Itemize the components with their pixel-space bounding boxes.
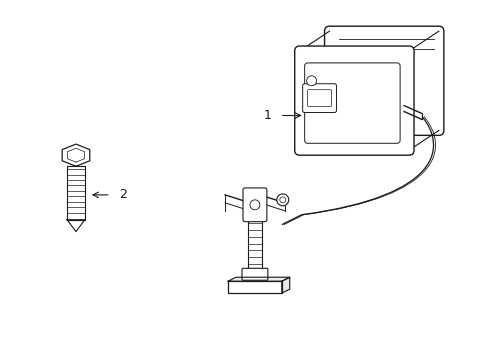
Polygon shape: [67, 220, 85, 231]
Polygon shape: [227, 277, 289, 281]
Circle shape: [276, 194, 288, 206]
FancyBboxPatch shape: [304, 63, 399, 143]
Polygon shape: [67, 166, 85, 220]
Polygon shape: [62, 144, 90, 166]
Text: 2: 2: [119, 188, 126, 201]
Text: 1: 1: [264, 109, 271, 122]
Circle shape: [279, 197, 285, 203]
Polygon shape: [227, 281, 281, 293]
Circle shape: [249, 200, 260, 210]
Polygon shape: [281, 277, 289, 293]
FancyBboxPatch shape: [243, 188, 266, 222]
FancyBboxPatch shape: [294, 46, 413, 155]
Circle shape: [306, 76, 316, 86]
FancyBboxPatch shape: [242, 268, 267, 280]
FancyBboxPatch shape: [324, 26, 443, 135]
FancyBboxPatch shape: [307, 90, 331, 107]
Polygon shape: [247, 220, 262, 269]
FancyBboxPatch shape: [302, 84, 336, 113]
